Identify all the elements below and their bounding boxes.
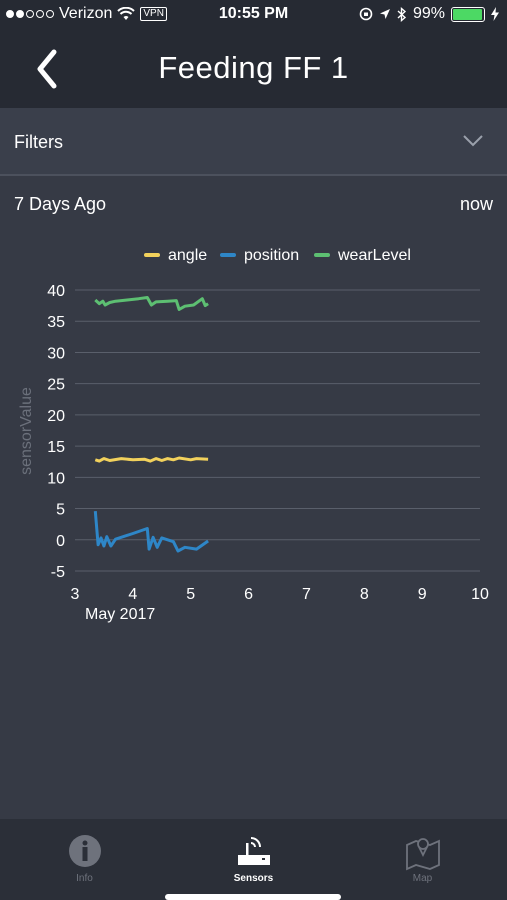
charging-icon	[491, 7, 499, 21]
carrier-name: Verizon	[59, 5, 113, 22]
series-line-wearLevel	[94, 296, 209, 311]
y-axis-label: sensorValue	[18, 387, 35, 475]
tab-map[interactable]: Map	[338, 819, 507, 900]
series-line-angle	[94, 456, 209, 463]
status-right: 99%	[359, 5, 499, 23]
range-end-label: now	[459, 194, 493, 214]
wifi-icon	[117, 7, 136, 20]
back-button[interactable]	[30, 46, 70, 92]
y-tick-label: 30	[47, 345, 65, 362]
bluetooth-icon	[397, 6, 407, 22]
legend-label: wearLevel	[337, 247, 411, 264]
y-tick-label: -5	[51, 564, 65, 581]
x-sublabel: May 2017	[85, 606, 155, 623]
series-line-position	[93, 510, 209, 553]
y-tick-label: 10	[47, 470, 65, 487]
filters-dropdown[interactable]: Filters	[0, 108, 507, 176]
sensor-icon	[237, 837, 270, 865]
orientation-lock-icon	[359, 7, 373, 21]
x-tick-label: 3	[71, 586, 80, 603]
tab-info[interactable]: Info	[0, 819, 169, 900]
tab-sensors-label: Sensors	[233, 873, 274, 884]
x-tick-label: 8	[360, 586, 369, 603]
tab-sensors[interactable]: Sensors	[169, 819, 338, 900]
filters-label: Filters	[14, 132, 63, 152]
tab-info-label: Info	[76, 873, 93, 884]
x-tick-label: 9	[418, 586, 427, 603]
location-icon	[379, 9, 390, 19]
x-tick-label: 7	[302, 586, 311, 603]
status-bar: Verizon VPN 10:55 PM 99%	[0, 0, 507, 30]
x-tick-label: 10	[471, 586, 489, 603]
y-tick-label: 5	[56, 502, 65, 519]
tab-bar: Info Sensors Map	[0, 819, 507, 900]
range-start-label: 7 Days Ago	[14, 194, 107, 214]
battery-icon	[451, 6, 485, 22]
info-icon	[68, 835, 101, 867]
sensor-chart: 40 35 30 25 20 15 10 5 0 -5 3 4 5 6 7 8 9 10 May 2017 senso…	[0, 235, 507, 635]
signal-strength-icon	[6, 10, 54, 18]
chevron-left-icon	[37, 49, 57, 89]
time-range: 7 Days Ago now	[0, 178, 507, 228]
x-tick-label: 4	[128, 586, 137, 603]
navigation-bar: Feeding FF 1	[0, 30, 507, 108]
chevron-down-icon	[463, 135, 483, 147]
map-icon	[405, 838, 440, 871]
y-tick-label: 20	[47, 408, 65, 425]
status-left: Verizon VPN	[6, 5, 167, 23]
y-tick-label: 15	[47, 439, 65, 456]
page-title: Feeding FF 1	[158, 50, 349, 85]
x-tick-label: 5	[186, 586, 195, 603]
chart-svg: 40 35 30 25 20 15 10 5 0 -5 3 4 5 6 7 8 9 10 May 2017 senso…	[18, 247, 489, 623]
vpn-badge: VPN	[140, 7, 167, 21]
status-time: 10:55 PM	[218, 5, 289, 22]
y-tick-label: 40	[47, 283, 65, 300]
y-tick-label: 0	[56, 533, 65, 550]
home-indicator	[165, 894, 341, 900]
legend-label: angle	[168, 247, 207, 264]
y-tick-label: 35	[47, 314, 65, 331]
legend-label: position	[244, 247, 299, 264]
y-tick-label: 25	[47, 377, 65, 394]
x-tick-label: 6	[244, 586, 253, 603]
battery-percent: 99%	[412, 5, 445, 22]
tab-map-label: Map	[412, 873, 433, 884]
